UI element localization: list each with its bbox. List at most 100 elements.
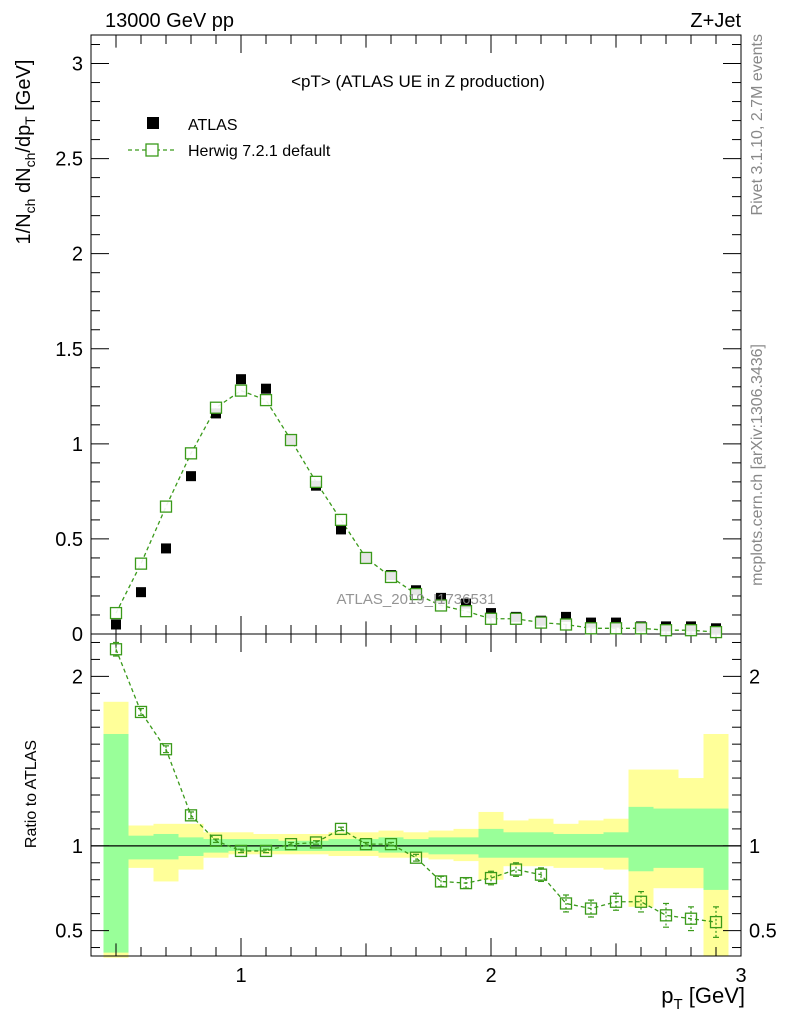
ratio-herwig-point (684, 912, 698, 925)
x-tick-label: 2 (485, 965, 496, 987)
herwig-point (334, 513, 348, 527)
ratio-herwig-line (115, 649, 717, 923)
herwig-point (359, 551, 373, 565)
ratio-herwig-point (284, 837, 298, 851)
ratio-herwig-point (584, 902, 598, 915)
ratio-y-axis-label: Ratio to ATLAS (23, 740, 40, 848)
ratio-band-inner (653, 808, 679, 868)
atlas-point (236, 374, 246, 385)
ratio-herwig-point (709, 915, 723, 929)
main-y-tick-label: 2 (72, 244, 83, 266)
ratio-herwig-point (134, 705, 148, 719)
main-y-tick-label: 0.5 (55, 529, 83, 551)
main-plot-marks (109, 374, 723, 639)
ratio-herwig-point (409, 851, 423, 864)
ratio-herwig-point (484, 871, 498, 885)
ratio-y-tick-label-right: 2 (749, 666, 760, 688)
ratio-y-tick-label-right: 0.5 (749, 921, 777, 943)
legend-herwig-label: Herwig 7.2.1 default (188, 143, 331, 160)
ratio-herwig-point (609, 895, 623, 908)
ratio-band-inner (478, 828, 504, 858)
atlas-point (161, 543, 171, 554)
atlas-point (561, 611, 571, 622)
atlas-point (186, 471, 196, 482)
atlas-point (136, 587, 146, 598)
legend-atlas-marker (147, 117, 159, 129)
main-y-tick-label: 1.5 (55, 339, 83, 361)
ratio-band-inner (603, 832, 629, 858)
svg-text:1/Nch dNch/dpT [GeV]: 1/Nch dNch/dpT [GeV] (13, 60, 38, 245)
ratio-band-inner (703, 808, 729, 890)
herwig-point (584, 622, 598, 635)
herwig-point (134, 557, 148, 570)
herwig-point (534, 616, 548, 629)
herwig-point (709, 625, 723, 639)
ratio-herwig-point (534, 868, 548, 881)
main-y-tick-label: 2.5 (55, 149, 83, 171)
herwig-point (234, 384, 248, 397)
legend-atlas-label: ATLAS (188, 117, 238, 134)
ratio-band-inner (628, 806, 654, 872)
ratio-band-inner (503, 832, 529, 858)
herwig-point (434, 599, 448, 612)
ratio-herwig-point (509, 863, 523, 876)
ratio-herwig-point (634, 895, 648, 908)
x-tick-label: 3 (735, 965, 746, 987)
herwig-point (384, 570, 398, 584)
main-y-tick-label: 0 (72, 624, 83, 646)
ratio-band-inner (678, 808, 704, 868)
ratio-herwig-point (309, 836, 323, 849)
herwig-point (259, 393, 273, 407)
mcplots-label: mcplots.cern.ch [arXiv:1306.3436] (749, 344, 766, 586)
herwig-point (484, 612, 498, 625)
main-y-tick-label: 1 (72, 434, 83, 456)
ratio-herwig-point (359, 837, 373, 851)
main-y-tick-label: 3 (72, 54, 83, 76)
legend: ATLAS Herwig 7.2.1 default (128, 117, 331, 160)
svg-text:pT [GeV]: pT [GeV] (661, 983, 745, 1013)
ratio-band-inner (103, 733, 129, 953)
axis-tick-labels: 00.511.522.530.5 0.51 12 21 2 3 (55, 54, 777, 987)
ratio-band-inner (153, 833, 179, 860)
ratio-y-tick-label: 1 (72, 836, 83, 858)
ratio-uncertainty-bands (91, 701, 741, 958)
ratio-band-inner (128, 835, 154, 860)
ratio-herwig-point (384, 837, 398, 851)
ratio-herwig-point (159, 743, 173, 756)
watermark-label: ATLAS_2019_I1736531 (336, 591, 495, 608)
herwig-point (309, 475, 323, 489)
ratio-herwig-point (434, 875, 448, 888)
herwig-point (559, 618, 573, 631)
herwig-point (509, 612, 523, 625)
ratio-band-inner (353, 839, 379, 851)
ratio-plot-marks (109, 641, 723, 938)
ratio-herwig-point (559, 897, 573, 910)
atlas-point (461, 598, 471, 609)
ratio-herwig-point (259, 844, 273, 858)
ratio-band-inner (178, 837, 204, 857)
ratio-herwig-point (234, 844, 248, 858)
ratio-band-inner (328, 839, 354, 851)
herwig-point (609, 622, 623, 635)
main-y-axis-label: 1/Nch dNch/dpT [GeV] (13, 60, 38, 245)
herwig-point (634, 622, 648, 635)
herwig-point (284, 433, 298, 447)
ratio-herwig-point (184, 809, 198, 822)
x-tick-label: 1 (235, 965, 246, 987)
herwig-point (409, 587, 423, 601)
herwig-point (684, 624, 698, 637)
ratio-herwig-point (459, 876, 473, 890)
atlas-point (261, 383, 271, 394)
ratio-herwig-point (209, 834, 223, 847)
ratio-herwig-point (659, 909, 673, 922)
ratio-y-tick-label: 2 (72, 666, 83, 688)
ratio-band-inner (528, 832, 554, 858)
atlas-point (111, 619, 121, 630)
legend-herwig-marker (145, 143, 159, 157)
herwig-point (459, 605, 473, 618)
ratio-herwig-point (334, 822, 348, 836)
ratio-y-tick-label-right: 1 (749, 836, 760, 858)
atlas-point (436, 592, 446, 603)
x-axis-label: pT [GeV] (661, 983, 745, 1013)
